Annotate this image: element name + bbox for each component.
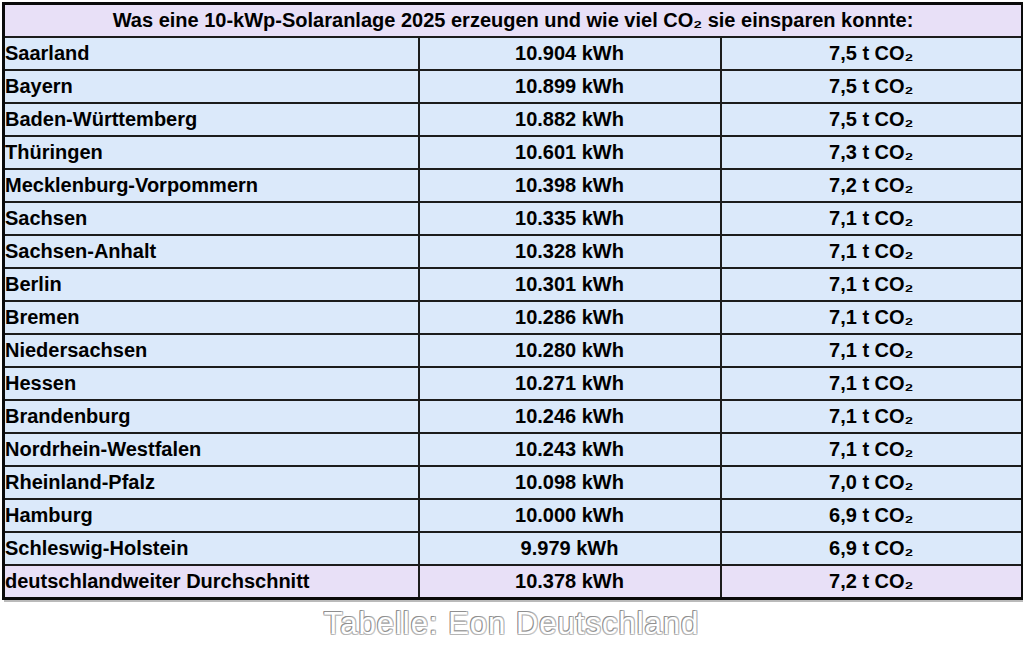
table-row: Baden-Württemberg 10.882 kWh 7,5 t CO₂ xyxy=(4,103,1023,136)
table-row: Bremen 10.286 kWh 7,1 t CO₂ xyxy=(4,301,1023,334)
cell-co2-value: 7,1 t CO₂ xyxy=(721,400,1023,433)
cell-co2-value: 7,1 t CO₂ xyxy=(721,433,1023,466)
cell-kwh-value: 10.243 kWh xyxy=(419,433,721,466)
table-row: Thüringen 10.601 kWh 7,3 t CO₂ xyxy=(4,136,1023,169)
cell-kwh-value: 10.328 kWh xyxy=(419,235,721,268)
cell-kwh-value: 10.280 kWh xyxy=(419,334,721,367)
cell-state-name: Bayern xyxy=(4,70,419,103)
cell-co2-value: 7,1 t CO₂ xyxy=(721,301,1023,334)
cell-co2-value: 7,2 t CO₂ xyxy=(721,169,1023,202)
cell-state-name: Sachsen xyxy=(4,202,419,235)
table-row: Rheinland-Pfalz 10.098 kWh 7,0 t CO₂ xyxy=(4,466,1023,499)
average-row: deutschlandweiter Durchschnitt 10.378 kW… xyxy=(4,565,1023,599)
table-body: Saarland 10.904 kWh 7,5 t CO₂ Bayern 10.… xyxy=(4,37,1023,565)
cell-co2-value: 7,1 t CO₂ xyxy=(721,268,1023,301)
source-credit: Tabelle: Eon Deutschland xyxy=(0,606,1023,642)
table-row: Mecklenburg-Vorpommern 10.398 kWh 7,2 t … xyxy=(4,169,1023,202)
cell-kwh-value: 10.000 kWh xyxy=(419,499,721,532)
cell-kwh-value: 10.271 kWh xyxy=(419,367,721,400)
cell-co2-value: 7,5 t CO₂ xyxy=(721,103,1023,136)
cell-kwh-value: 10.301 kWh xyxy=(419,268,721,301)
cell-kwh-value: 10.286 kWh xyxy=(419,301,721,334)
cell-state-name: Schleswig-Holstein xyxy=(4,532,419,565)
cell-state-name: Brandenburg xyxy=(4,400,419,433)
cell-co2-value: 7,1 t CO₂ xyxy=(721,235,1023,268)
table-row: Sachsen 10.335 kWh 7,1 t CO₂ xyxy=(4,202,1023,235)
cell-kwh-value: 10.601 kWh xyxy=(419,136,721,169)
cell-co2-value: 6,9 t CO₂ xyxy=(721,532,1023,565)
cell-state-name: Bremen xyxy=(4,301,419,334)
table-row: Schleswig-Holstein 9.979 kWh 6,9 t CO₂ xyxy=(4,532,1023,565)
cell-co2-value: 7,1 t CO₂ xyxy=(721,202,1023,235)
cell-kwh-value: 10.904 kWh xyxy=(419,37,721,70)
cell-state-name: Nordrhein-Westfalen xyxy=(4,433,419,466)
cell-co2-value: 7,3 t CO₂ xyxy=(721,136,1023,169)
cell-state-name: Saarland xyxy=(4,37,419,70)
cell-state-name: Rheinland-Pfalz xyxy=(4,466,419,499)
table-row: Saarland 10.904 kWh 7,5 t CO₂ xyxy=(4,37,1023,70)
table-row: Berlin 10.301 kWh 7,1 t CO₂ xyxy=(4,268,1023,301)
table-title: Was eine 10-kWp-Solaranlage 2025 erzeuge… xyxy=(4,4,1023,38)
cell-kwh-value: 10.882 kWh xyxy=(419,103,721,136)
cell-co2-value: 6,9 t CO₂ xyxy=(721,499,1023,532)
cell-co2-value: 7,1 t CO₂ xyxy=(721,367,1023,400)
infographic: Was eine 10-kWp-Solaranlage 2025 erzeuge… xyxy=(0,0,1023,656)
cell-state-name: Hamburg xyxy=(4,499,419,532)
cell-co2-value: 7,1 t CO₂ xyxy=(721,334,1023,367)
table-row: Brandenburg 10.246 kWh 7,1 t CO₂ xyxy=(4,400,1023,433)
cell-kwh-value: 10.398 kWh xyxy=(419,169,721,202)
cell-kwh-value: 10.246 kWh xyxy=(419,400,721,433)
average-row-co2: 7,2 t CO₂ xyxy=(721,565,1023,599)
table-title-row: Was eine 10-kWp-Solaranlage 2025 erzeuge… xyxy=(4,4,1023,38)
table-row: Hessen 10.271 kWh 7,1 t CO₂ xyxy=(4,367,1023,400)
table-row: Niedersachsen 10.280 kWh 7,1 t CO₂ xyxy=(4,334,1023,367)
cell-state-name: Sachsen-Anhalt xyxy=(4,235,419,268)
average-row-label: deutschlandweiter Durchschnitt xyxy=(4,565,419,599)
cell-state-name: Baden-Württemberg xyxy=(4,103,419,136)
cell-kwh-value: 9.979 kWh xyxy=(419,532,721,565)
table-row: Bayern 10.899 kWh 7,5 t CO₂ xyxy=(4,70,1023,103)
cell-kwh-value: 10.899 kWh xyxy=(419,70,721,103)
cell-state-name: Mecklenburg-Vorpommern xyxy=(4,169,419,202)
table-row: Hamburg 10.000 kWh 6,9 t CO₂ xyxy=(4,499,1023,532)
table-row: Nordrhein-Westfalen 10.243 kWh 7,1 t CO₂ xyxy=(4,433,1023,466)
cell-state-name: Niedersachsen xyxy=(4,334,419,367)
table-row: Sachsen-Anhalt 10.328 kWh 7,1 t CO₂ xyxy=(4,235,1023,268)
cell-co2-value: 7,0 t CO₂ xyxy=(721,466,1023,499)
average-row-kwh: 10.378 kWh xyxy=(419,565,721,599)
cell-co2-value: 7,5 t CO₂ xyxy=(721,37,1023,70)
cell-state-name: Berlin xyxy=(4,268,419,301)
cell-kwh-value: 10.335 kWh xyxy=(419,202,721,235)
cell-state-name: Hessen xyxy=(4,367,419,400)
cell-kwh-value: 10.098 kWh xyxy=(419,466,721,499)
cell-co2-value: 7,5 t CO₂ xyxy=(721,70,1023,103)
cell-state-name: Thüringen xyxy=(4,136,419,169)
solar-yield-table: Was eine 10-kWp-Solaranlage 2025 erzeuge… xyxy=(2,2,1023,600)
